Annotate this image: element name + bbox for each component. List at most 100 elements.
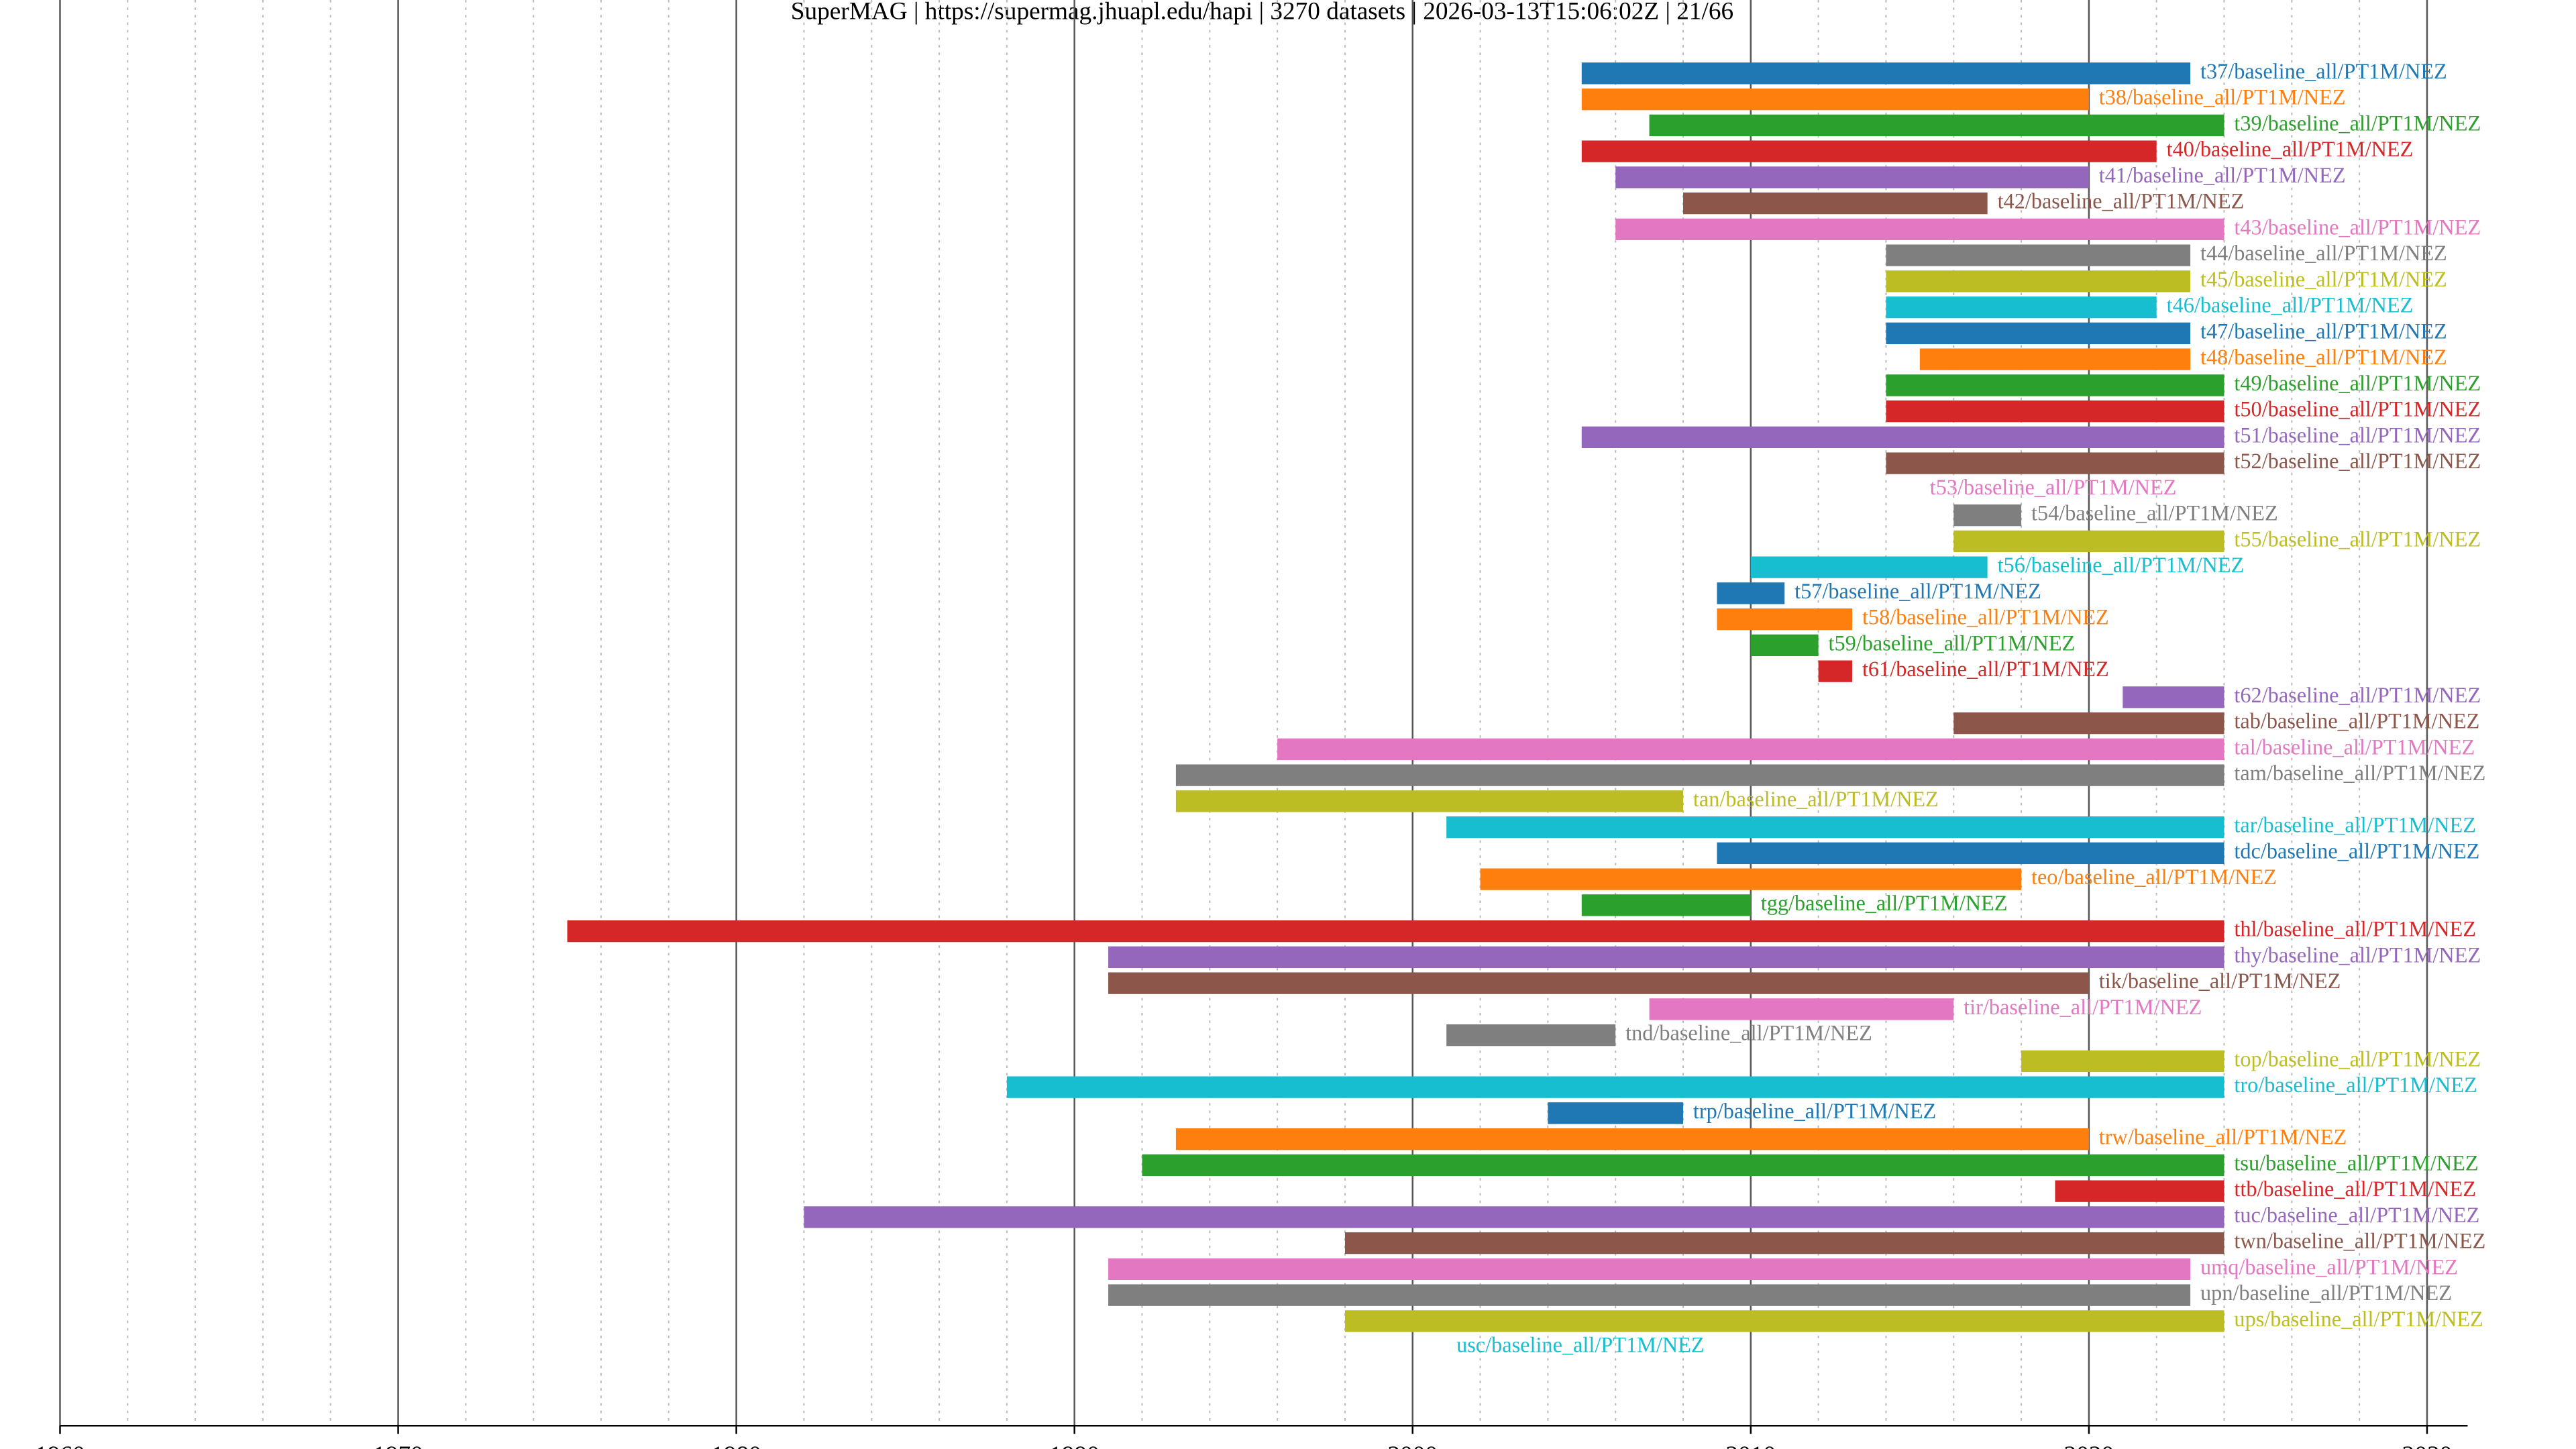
- bar-label: usc/baseline_all/PT1M/NEZ: [1456, 1333, 1705, 1357]
- bar-label: t47/baseline_all/PT1M/NEZ: [2200, 319, 2447, 343]
- x-tick-label: 1970: [373, 1442, 423, 1449]
- bar-label: tab/baseline_all/PT1M/NEZ: [2234, 709, 2479, 733]
- bar: [1581, 426, 2224, 449]
- x-tick-label: 1990: [1049, 1442, 1099, 1449]
- bar-label: upn/baseline_all/PT1M/NEZ: [2200, 1281, 2452, 1305]
- bar: [1581, 894, 1751, 916]
- bar: [567, 920, 2224, 943]
- bar: [2021, 1050, 2224, 1073]
- bar: [1953, 712, 2224, 735]
- x-tick-label: 2010: [1726, 1442, 1776, 1449]
- bar-label: tar/baseline_all/PT1M/NEZ: [2234, 813, 2476, 837]
- bar-label: t37/baseline_all/PT1M/NEZ: [2200, 59, 2447, 83]
- bar-label: t54/baseline_all/PT1M/NEZ: [2031, 501, 2278, 525]
- bar-label: t53/baseline_all/PT1M/NEZ: [1930, 475, 2177, 499]
- bar: [1108, 1284, 2191, 1306]
- bar: [1581, 62, 2191, 85]
- bar: [1886, 374, 2224, 396]
- bar: [1344, 1232, 2224, 1254]
- bar: [2123, 686, 2224, 708]
- bar-label: ups/baseline_all/PT1M/NEZ: [2234, 1307, 2483, 1331]
- bar: [1581, 140, 2157, 162]
- bar: [1886, 400, 2224, 423]
- bar: [1717, 608, 1853, 631]
- bar: [1142, 1154, 2224, 1177]
- bar-label: tir/baseline_all/PT1M/NEZ: [1964, 995, 2202, 1019]
- bar-label: t62/baseline_all/PT1M/NEZ: [2234, 683, 2481, 707]
- bar: [1683, 192, 1988, 215]
- bar-label: tsu/baseline_all/PT1M/NEZ: [2234, 1150, 2478, 1175]
- bar-label: thl/baseline_all/PT1M/NEZ: [2234, 917, 2476, 941]
- bar: [804, 1206, 2224, 1228]
- bar: [1750, 556, 1988, 578]
- bar-label: t61/baseline_all/PT1M/NEZ: [1862, 657, 2109, 681]
- bar: [1717, 582, 1785, 604]
- bar: [1649, 998, 1954, 1020]
- bar-label: t51/baseline_all/PT1M/NEZ: [2234, 423, 2481, 447]
- bar-label: top/baseline_all/PT1M/NEZ: [2234, 1046, 2481, 1071]
- bar: [1919, 348, 2191, 370]
- bar: [1886, 322, 2191, 345]
- bar-label: tgg/baseline_all/PT1M/NEZ: [1761, 891, 2008, 915]
- x-tick-label: 2030: [2402, 1442, 2453, 1449]
- bar: [1446, 816, 2224, 839]
- bar-label: t59/baseline_all/PT1M/NEZ: [1829, 631, 2076, 655]
- bar: [1818, 660, 1853, 682]
- bar: [1886, 296, 2157, 319]
- bar: [1649, 114, 2224, 137]
- bar-label: t39/baseline_all/PT1M/NEZ: [2234, 111, 2481, 135]
- bar-label: thy/baseline_all/PT1M/NEZ: [2234, 943, 2481, 967]
- bar: [1953, 530, 2224, 553]
- bar: [1953, 504, 2022, 527]
- bar-label: trw/baseline_all/PT1M/NEZ: [2099, 1125, 2347, 1149]
- bar-label: t55/baseline_all/PT1M/NEZ: [2234, 527, 2481, 551]
- chart-title: SuperMAG | https://supermag.jhuapl.edu/h…: [791, 0, 1733, 25]
- bar-label: t56/baseline_all/PT1M/NEZ: [1998, 553, 2245, 577]
- bar-label: tdc/baseline_all/PT1M/NEZ: [2234, 839, 2479, 863]
- bar: [1548, 1102, 1684, 1124]
- bar: [1717, 842, 2224, 865]
- bar-label: twn/baseline_all/PT1M/NEZ: [2234, 1229, 2485, 1253]
- bar-label: t43/baseline_all/PT1M/NEZ: [2234, 215, 2481, 239]
- bar: [1175, 1128, 2089, 1150]
- bar-label: t49/baseline_all/PT1M/NEZ: [2234, 371, 2481, 395]
- bar-label: t41/baseline_all/PT1M/NEZ: [2099, 163, 2346, 187]
- x-tick-label: 1960: [35, 1442, 85, 1449]
- bar: [1277, 738, 2224, 761]
- bar: [1750, 634, 1819, 657]
- bar-label: teo/baseline_all/PT1M/NEZ: [2031, 865, 2277, 889]
- x-tick-label: 2020: [2064, 1442, 2114, 1449]
- bar-label: umq/baseline_all/PT1M/NEZ: [2200, 1254, 2458, 1279]
- x-tick-label: 2000: [1387, 1442, 1438, 1449]
- bar: [1108, 972, 2089, 994]
- bar: [1886, 452, 2224, 474]
- bar-label: tik/baseline_all/PT1M/NEZ: [2099, 969, 2341, 993]
- bar: [1344, 1310, 2224, 1332]
- bar: [1615, 166, 2089, 189]
- bar-label: tan/baseline_all/PT1M/NEZ: [1693, 787, 1939, 811]
- bar-label: tam/baseline_all/PT1M/NEZ: [2234, 761, 2485, 785]
- bar-label: t52/baseline_all/PT1M/NEZ: [2234, 449, 2481, 473]
- bar: [1175, 790, 1684, 812]
- bar: [1108, 1258, 2191, 1281]
- bar-label: tnd/baseline_all/PT1M/NEZ: [1625, 1021, 1872, 1045]
- bar: [1175, 764, 2224, 786]
- bar-label: ttb/baseline_all/PT1M/NEZ: [2234, 1177, 2476, 1201]
- bar-label: t46/baseline_all/PT1M/NEZ: [2167, 293, 2414, 317]
- bar-label: t50/baseline_all/PT1M/NEZ: [2234, 397, 2481, 421]
- bar: [1006, 1076, 2224, 1098]
- bar-label: t42/baseline_all/PT1M/NEZ: [1998, 189, 2245, 213]
- bar-label: tro/baseline_all/PT1M/NEZ: [2234, 1073, 2477, 1097]
- bar: [1581, 88, 2089, 111]
- bar: [2055, 1180, 2224, 1202]
- bar: [1480, 868, 2022, 890]
- bar: [1886, 244, 2191, 266]
- x-tick-label: 1980: [711, 1442, 761, 1449]
- bar: [1446, 1024, 1616, 1046]
- bar-label: t44/baseline_all/PT1M/NEZ: [2200, 241, 2447, 265]
- bar-label: trp/baseline_all/PT1M/NEZ: [1693, 1099, 1936, 1123]
- bar-label: t45/baseline_all/PT1M/NEZ: [2200, 267, 2447, 291]
- bar-label: t48/baseline_all/PT1M/NEZ: [2200, 345, 2447, 369]
- bar-label: t57/baseline_all/PT1M/NEZ: [1794, 579, 2041, 603]
